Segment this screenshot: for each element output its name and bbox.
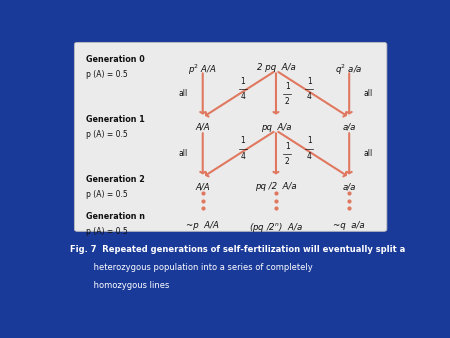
Text: Fig. 7  Repeated generations of self-fertilization will eventually split a: Fig. 7 Repeated generations of self-fert… [70, 245, 405, 254]
Text: 1: 1 [285, 82, 289, 91]
Text: Generation 0: Generation 0 [86, 55, 144, 64]
Text: homozygous lines: homozygous lines [70, 281, 170, 290]
Text: p (A) = 0.5: p (A) = 0.5 [86, 70, 128, 79]
Text: 1: 1 [307, 137, 311, 145]
Text: pq  A/a: pq A/a [261, 123, 291, 131]
Text: p (A) = 0.5: p (A) = 0.5 [86, 227, 128, 236]
Text: 4: 4 [240, 92, 245, 101]
Text: pq /2  A/a: pq /2 A/a [255, 183, 297, 191]
Text: 4: 4 [306, 92, 311, 101]
Text: 2: 2 [285, 97, 289, 106]
Text: A/A: A/A [195, 123, 210, 131]
Text: all: all [364, 149, 373, 158]
Text: a/a: a/a [342, 183, 356, 191]
Text: A/A: A/A [195, 183, 210, 191]
Text: 1: 1 [240, 137, 245, 145]
FancyBboxPatch shape [74, 42, 387, 231]
Text: 1: 1 [307, 77, 311, 86]
Text: 4: 4 [306, 152, 311, 161]
Text: all: all [179, 90, 188, 98]
Text: all: all [179, 149, 188, 158]
Text: 1: 1 [285, 142, 289, 151]
Text: $q^2$ a/a: $q^2$ a/a [335, 63, 363, 77]
Text: ~p  A/A: ~p A/A [186, 221, 219, 231]
Text: 1: 1 [240, 77, 245, 86]
Text: 4: 4 [240, 152, 245, 161]
Text: Generation 2: Generation 2 [86, 175, 145, 184]
Text: (pq /2$^n$)  A/a: (pq /2$^n$) A/a [249, 221, 303, 235]
Text: p (A) = 0.5: p (A) = 0.5 [86, 190, 128, 199]
Text: a/a: a/a [342, 123, 356, 131]
Text: $p^2$ A/A: $p^2$ A/A [188, 63, 217, 77]
Text: p (A) = 0.5: p (A) = 0.5 [86, 130, 128, 139]
Text: 2 pq  A/a: 2 pq A/a [256, 63, 295, 72]
Text: Generation 1: Generation 1 [86, 115, 144, 124]
Text: heterozygous population into a series of completely: heterozygous population into a series of… [70, 263, 313, 272]
Text: all: all [364, 90, 373, 98]
Text: Generation n: Generation n [86, 212, 145, 221]
Text: ~q  a/a: ~q a/a [333, 221, 365, 231]
Text: 2: 2 [285, 157, 289, 166]
